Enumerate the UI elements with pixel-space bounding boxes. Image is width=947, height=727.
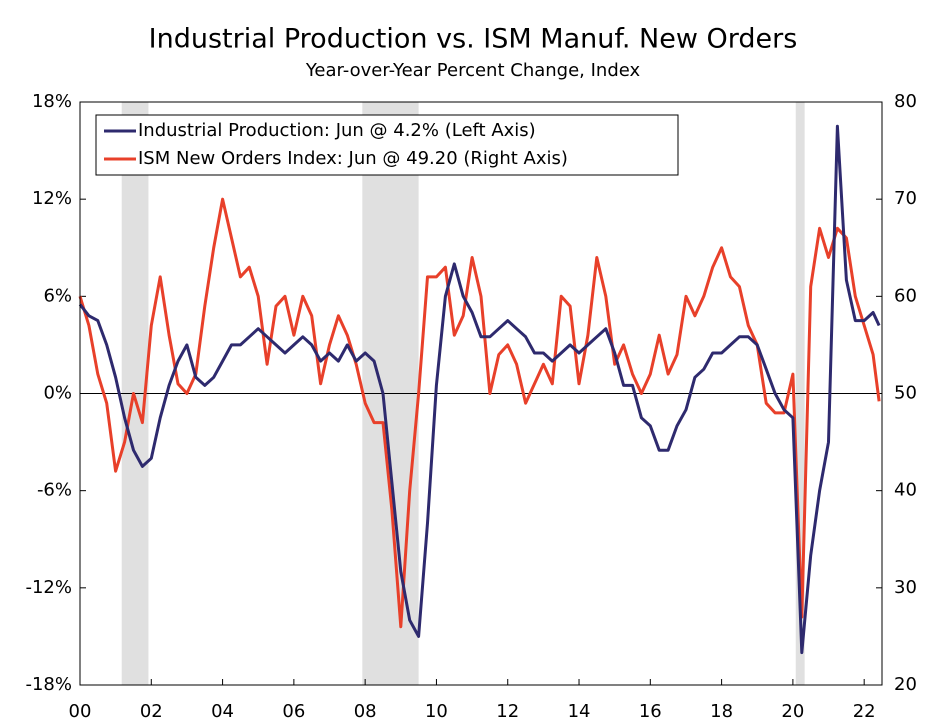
x-tick-label: 16 (639, 701, 662, 722)
y2-tick-label: 80 (894, 91, 917, 112)
plot-frame (79, 101, 883, 686)
y-tick-label: -18% (25, 674, 72, 695)
y2-tick-label: 50 (894, 383, 917, 404)
chart-subtitle: Year-over-Year Percent Change, Index (305, 60, 641, 81)
y2-tick-label: 30 (894, 577, 917, 598)
x-tick-label: 06 (282, 701, 305, 722)
x-tick-label: 18 (710, 701, 733, 722)
x-tick-label: 22 (853, 701, 876, 722)
y2-tick-label: 70 (894, 188, 917, 209)
legend-label: Industrial Production: Jun @ 4.2% (Left … (138, 120, 536, 141)
y-tick-label: -12% (25, 577, 72, 598)
x-tick-label: 00 (69, 701, 92, 722)
x-tick-label: 14 (568, 701, 591, 722)
chart-title: Industrial Production vs. ISM Manuf. New… (149, 24, 798, 55)
x-tick-label: 20 (781, 701, 804, 722)
y-tick-label: 0% (43, 383, 72, 404)
y-tick-label: 12% (32, 188, 72, 209)
x-tick-label: 12 (496, 701, 519, 722)
y2-tick-label: 60 (894, 285, 917, 306)
x-tick-label: 10 (425, 701, 448, 722)
legend-box (95, 114, 679, 176)
x-tick-label: 02 (140, 701, 163, 722)
x-tick-label: 08 (354, 701, 377, 722)
legend: Industrial Production: Jun @ 4.2% (Left … (95, 114, 679, 176)
y-tick-label: 18% (32, 91, 72, 112)
series-line (78, 124, 881, 655)
x-tick-label: 04 (211, 701, 234, 722)
y-tick-label: -6% (37, 480, 72, 501)
legend-label: ISM New Orders Index: Jun @ 49.20 (Right… (138, 148, 568, 169)
y2-tick-label: 20 (894, 674, 917, 695)
series-line (78, 197, 881, 629)
y2-tick-label: 40 (894, 480, 917, 501)
y-tick-label: 6% (43, 285, 72, 306)
